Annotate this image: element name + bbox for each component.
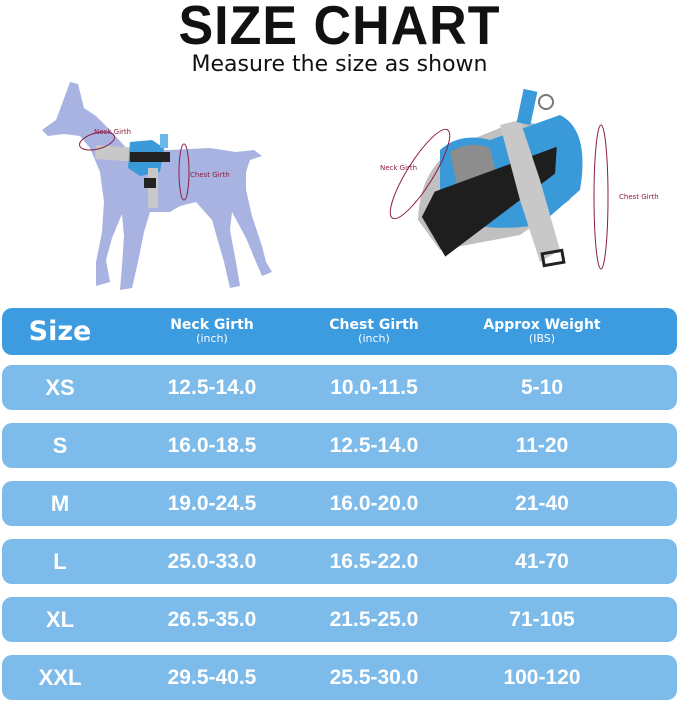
weight-cell: 5-10 — [520, 375, 564, 399]
header-approx-weight: Approx Weight (IBS) — [483, 317, 601, 345]
size-cell: L — [53, 548, 67, 574]
size-cell: XL — [45, 606, 75, 632]
dog-chest-girth-measure — [178, 143, 190, 201]
harness-product — [418, 88, 583, 268]
weight-cell: 21-40 — [515, 491, 569, 515]
header-size: Size — [28, 316, 92, 347]
neck-girth-cell: 25.0-33.0 — [167, 549, 257, 573]
neck-girth-cell: 16.0-18.5 — [167, 433, 257, 457]
harness-chest-girth-label: Chest Girth — [619, 193, 659, 201]
size-cell: XXL — [38, 664, 82, 690]
table-row: M 19.0-24.5 16.0-20.0 21-40 — [2, 481, 677, 526]
weight-cell: 11-20 — [515, 433, 569, 457]
dog-chest-girth-label: Chest Girth — [190, 171, 230, 179]
harness-neck-girth-measure — [389, 128, 451, 220]
table-row: L 25.0-33.0 16.5-22.0 41-70 — [2, 539, 677, 584]
table-row: XS 12.5-14.0 10.0-11.5 5-10 — [2, 365, 677, 410]
chest-girth-cell: 21.5-25.0 — [329, 607, 419, 631]
table-header: Size Neck Girth (inch) Chest Girth (inch) … — [2, 308, 677, 355]
size-cell: S — [52, 432, 68, 458]
harness-chest-girth-measure — [593, 124, 609, 270]
weight-cell: 100-120 — [503, 665, 581, 689]
neck-girth-cell: 12.5-14.0 — [167, 375, 257, 399]
chest-girth-cell: 16.5-22.0 — [329, 549, 419, 573]
header-chest-girth: Chest Girth (inch) — [329, 317, 419, 345]
harness-neck-girth-label: Neck Girth — [380, 164, 417, 172]
table-row: XXL 29.5-40.5 25.5-30.0 100-120 — [2, 655, 677, 700]
chest-girth-cell: 16.0-20.0 — [329, 491, 419, 515]
table-row: S 16.0-18.5 12.5-14.0 11-20 — [2, 423, 677, 468]
dog-neck-girth-measure — [78, 131, 116, 151]
weight-cell: 41-70 — [515, 549, 569, 573]
weight-cell: 71-105 — [509, 607, 575, 631]
dog-neck-girth-label: Neck Girth — [94, 128, 131, 136]
neck-girth-cell: 19.0-24.5 — [167, 491, 257, 515]
page-title: SIZE CHART — [178, 0, 501, 57]
neck-girth-cell: 26.5-35.0 — [167, 607, 257, 631]
chest-girth-cell: 10.0-11.5 — [330, 375, 418, 399]
page-subtitle: Measure the size as shown — [191, 52, 488, 77]
chest-girth-cell: 12.5-14.0 — [329, 433, 419, 457]
header-neck-girth: Neck Girth (inch) — [170, 317, 254, 345]
size-cell: M — [50, 490, 70, 516]
table-row: XL 26.5-35.0 21.5-25.0 71-105 — [2, 597, 677, 642]
dog-harness — [95, 134, 170, 208]
illustration: Neck Girth Chest Girth Neck Girth Chest … — [42, 82, 659, 290]
size-cell: XS — [45, 374, 75, 400]
chest-girth-cell: 25.5-30.0 — [329, 665, 419, 689]
neck-girth-cell: 29.5-40.5 — [167, 665, 257, 689]
